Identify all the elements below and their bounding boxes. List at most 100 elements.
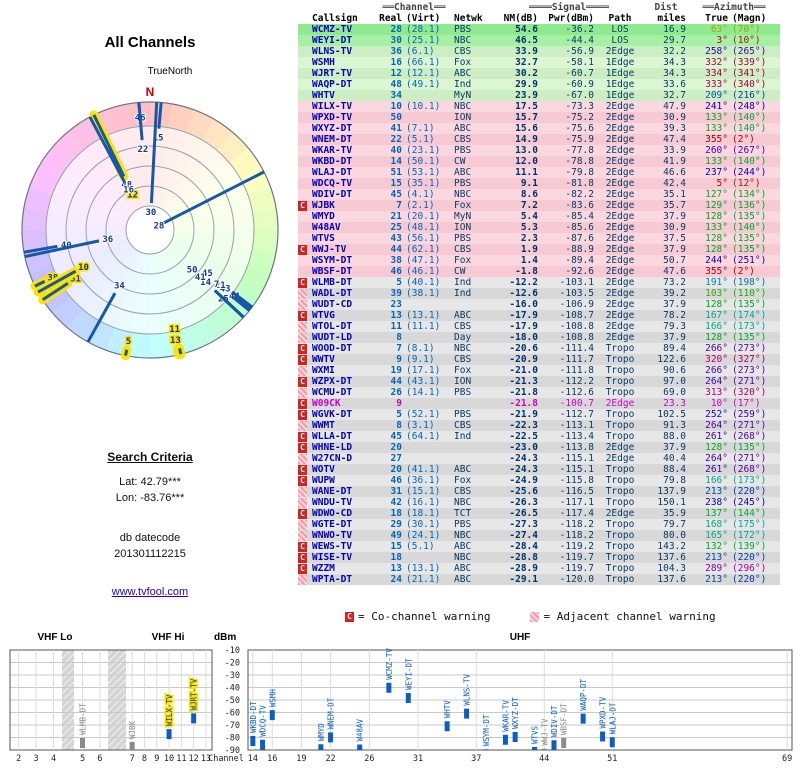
cell-miles: 39.2 [644, 288, 688, 299]
callsign-link[interactable]: WCMU-DT [310, 387, 376, 398]
cell-magn: (267°) [730, 145, 780, 156]
callsign-link[interactable]: W27CN-D [310, 453, 376, 464]
callsign-link[interactable]: WGVK-DT [310, 409, 376, 420]
callsign-link[interactable]: WSYM-DT [310, 255, 376, 266]
cell-real: 7 [376, 343, 404, 354]
radar-spoke [137, 102, 144, 141]
callsign-link[interactable]: WLLA-DT [310, 431, 376, 442]
callsign-link[interactable]: WPXD-TV [310, 112, 376, 123]
cell-path: 2Edge [596, 46, 644, 57]
callsign-link[interactable]: WISE-TV [310, 552, 376, 563]
callsign-link[interactable]: WLNS-TV [310, 46, 376, 57]
callsign-link[interactable]: WKBD-DT [310, 156, 376, 167]
callsign-link[interactable]: WMYD [310, 211, 376, 222]
callsign-link[interactable]: WGTE-DT [310, 519, 376, 530]
callsign-link[interactable]: WEWS-TV [310, 541, 376, 552]
callsign-link[interactable]: WJRT-TV [310, 68, 376, 79]
cell-pwr: -118.2 [540, 530, 596, 541]
station-row: WPXD-TV 50 ION 15.7 -75.2 2Edge 30.9 133° (140°) [298, 112, 780, 123]
cell-miles: 79.8 [644, 475, 688, 486]
callsign-link[interactable]: WANE-DT [310, 486, 376, 497]
cell-true: 261° [688, 431, 730, 442]
callsign-link[interactable]: WUDT-LD [310, 332, 376, 343]
cell-warn: C [298, 277, 310, 288]
callsign-link[interactable]: WUDT-CD [310, 299, 376, 310]
callsign-link[interactable]: WTVG [310, 310, 376, 321]
callsign-link[interactable]: WILX-TV [310, 101, 376, 112]
cell-path: 2Edge [596, 442, 644, 453]
cell-magn: (273°) [730, 343, 780, 354]
cell-true: 355° [688, 134, 730, 145]
cell-real: 41 [376, 123, 404, 134]
callsign-link[interactable]: WADL-DT [310, 288, 376, 299]
callsign-link[interactable]: WZZM [310, 563, 376, 574]
cell-virt: (24.1) [404, 530, 452, 541]
cell-miles: 47.9 [644, 101, 688, 112]
callsign-link[interactable]: WWTV [310, 354, 376, 365]
callsign-link[interactable]: WNEM-DT [310, 134, 376, 145]
cell-virt [404, 442, 452, 453]
cell-virt: (8.1) [404, 343, 452, 354]
callsign-link[interactable]: WTVS [310, 233, 376, 244]
callsign-link[interactable]: WCMZ-TV [310, 24, 376, 35]
callsign-link[interactable]: WJBK [310, 200, 376, 211]
callsign-link[interactable]: WPTA-DT [310, 574, 376, 585]
table-group-header: ══Channel══ ════Signal════ Dist ══Azimut… [298, 2, 780, 13]
callsign-link[interactable]: WSMH [310, 57, 376, 68]
cell-magn: (140°) [730, 112, 780, 123]
callsign-link[interactable]: W48AV [310, 222, 376, 233]
dbm-tick: -60 [225, 709, 240, 719]
callsign-link[interactable]: WXYZ-DT [310, 123, 376, 134]
signal-bar [191, 713, 197, 724]
callsign-link[interactable]: W09CK [310, 398, 376, 409]
callsign-link[interactable]: WDIV-DT [310, 189, 376, 200]
cell-pwr: -89.4 [540, 255, 596, 266]
station-row: W48AV 25 (48.1) ION 5.3 -85.6 2Edge 30.9 133° (14… [298, 222, 780, 233]
callsign-link[interactable]: WEYI-DT [310, 35, 376, 46]
callsign-link[interactable]: WDCQ-TV [310, 178, 376, 189]
callsign-link[interactable]: WBSF-DT [310, 266, 376, 277]
cell-netwk [452, 453, 494, 464]
cell-true: 128° [688, 299, 730, 310]
callsign-link[interactable]: WOTV [310, 464, 376, 475]
callsign-link[interactable]: WWJ-TV [310, 244, 376, 255]
warning-legend: C = Co-channel warning = Adjacent channe… [345, 610, 722, 623]
callsign-link[interactable]: WOOD-DT [310, 343, 376, 354]
tvfool-link[interactable]: www.tvfool.com [111, 586, 189, 598]
db-datecode-value: 201301112215 [114, 548, 186, 560]
callsign-link[interactable]: WHNE-LD [310, 442, 376, 453]
cell-virt: (40.1) [404, 277, 452, 288]
callsign-link[interactable]: WHTV [310, 90, 376, 101]
callsign-link[interactable]: WLMB-DT [310, 277, 376, 288]
cell-virt: (52.1) [404, 409, 452, 420]
cell-miles: 37.9 [644, 299, 688, 310]
callsign-link[interactable]: WZPX-DT [310, 376, 376, 387]
signal-bar [512, 732, 518, 742]
radar-channel-label: 22 [138, 145, 149, 155]
station-table: ══Channel══ ════Signal════ Dist ══Azimut… [298, 2, 780, 585]
signal-bar [386, 682, 392, 693]
cell-nm: -18.0 [494, 332, 540, 343]
callsign-link[interactable]: WXMI [310, 365, 376, 376]
cell-pwr: -115.1 [540, 464, 596, 475]
callsign-link[interactable]: WTOL-DT [310, 321, 376, 332]
cell-miles: 42.4 [644, 178, 688, 189]
channel-tick: 31 [413, 754, 423, 764]
adjacent-channel-warning-marker [298, 574, 307, 585]
cell-magn: (110°) [730, 288, 780, 299]
callsign-link[interactable]: WNDU-TV [310, 497, 376, 508]
callsign-link[interactable]: WLAJ-DT [310, 167, 376, 178]
callsign-link[interactable]: WUPW [310, 475, 376, 486]
cell-true: 5° [688, 178, 730, 189]
callsign-link[interactable]: WNWO-TV [310, 530, 376, 541]
cell-true: 168° [688, 519, 730, 530]
cell-magn: (268°) [730, 431, 780, 442]
station-row: WTOL-DT 11 (11.1) CBS -17.9 -108.8 2Edge 79.3 16… [298, 321, 780, 332]
callsign-link[interactable]: WDWO-CD [310, 508, 376, 519]
cell-warn [298, 266, 310, 277]
callsign-link[interactable]: WWMT [310, 420, 376, 431]
cell-pwr: -88.9 [540, 244, 596, 255]
radar-channel-label: 16 [123, 186, 134, 196]
callsign-link[interactable]: WKAR-TV [310, 145, 376, 156]
callsign-link[interactable]: WAQP-DT [310, 79, 376, 90]
